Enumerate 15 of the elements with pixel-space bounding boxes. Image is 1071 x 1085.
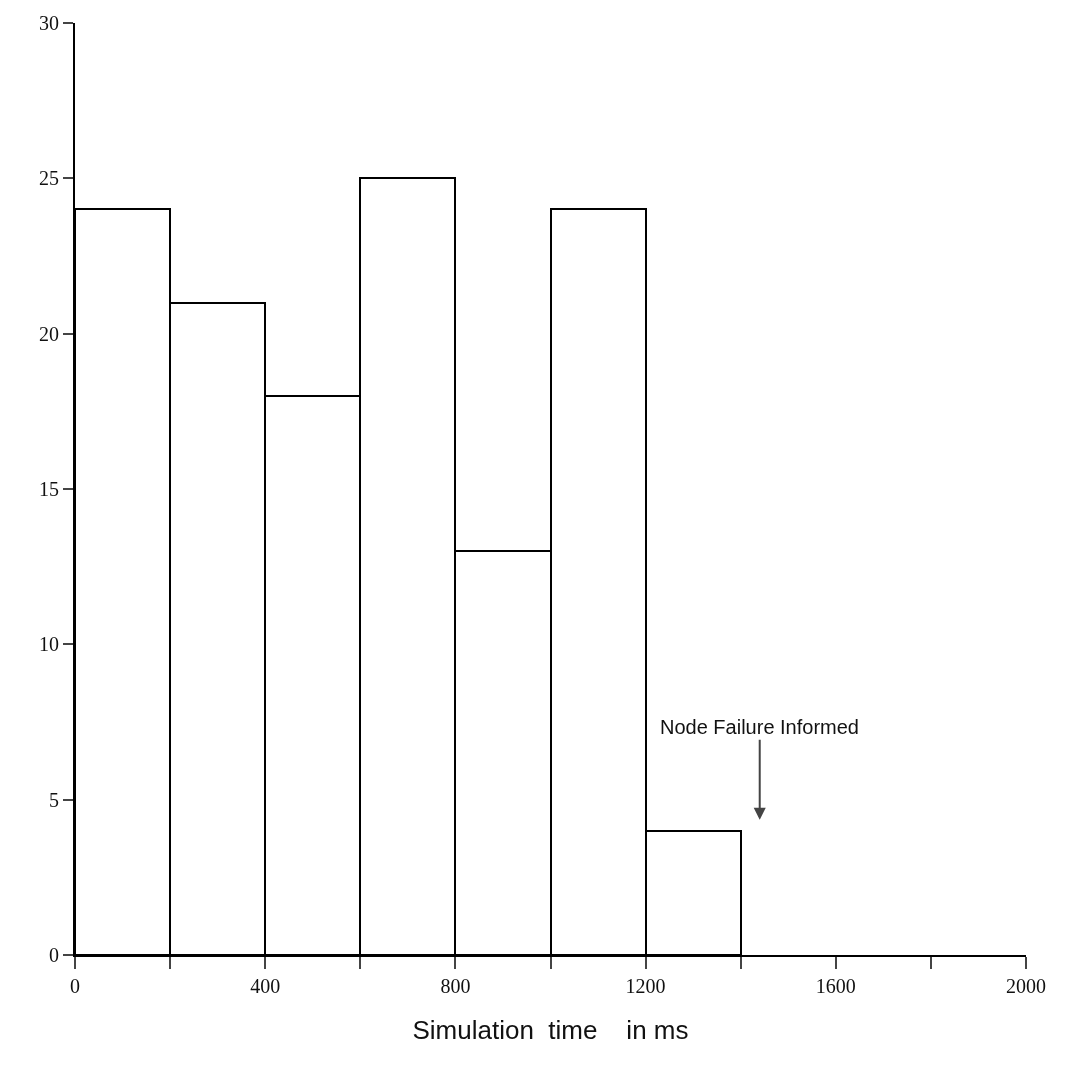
- y-tick-label: 30: [39, 12, 59, 34]
- y-tick-label: 5: [49, 788, 59, 811]
- annotation: Node Failure Informed: [660, 716, 859, 738]
- y-tick-label: 10: [39, 633, 59, 656]
- x-tick-label: 0: [70, 975, 80, 997]
- x-tick-label: 2000: [1006, 975, 1046, 997]
- y-tick-label: 15: [39, 478, 59, 500]
- y-tick-label: 25: [39, 167, 59, 190]
- x-tick-label: 800: [440, 975, 471, 997]
- x-axis-title: Simulation time in ms: [412, 1015, 689, 1046]
- x-tick-label: 1600: [815, 975, 856, 997]
- y-tick-label: 20: [39, 322, 59, 345]
- x-tick-label: 400: [250, 975, 281, 997]
- x-tick-label: 1200: [625, 975, 666, 997]
- y-tick-label: 0: [49, 944, 59, 966]
